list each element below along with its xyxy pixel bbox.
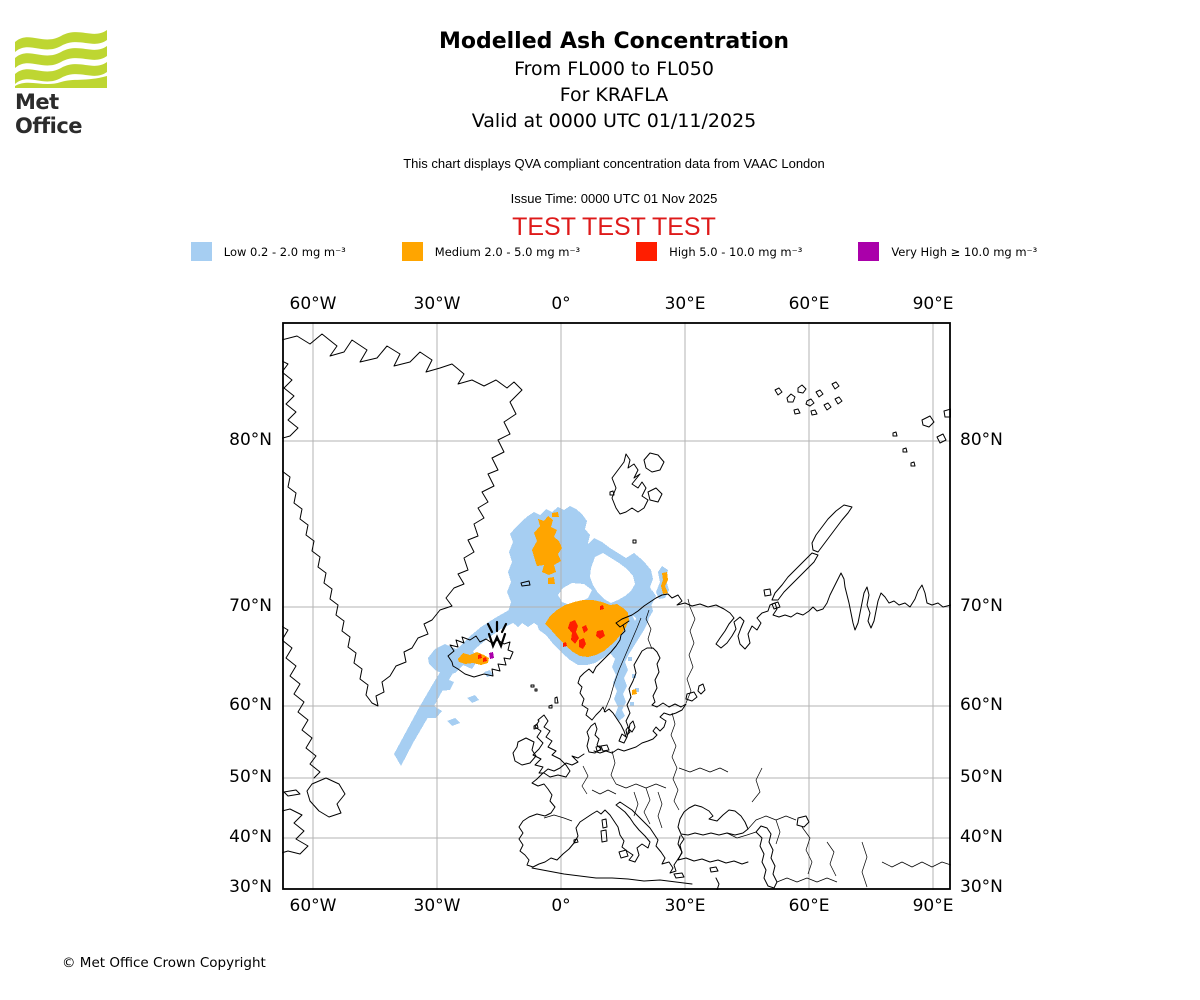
lat-label-left-30n: 30°N xyxy=(229,877,272,897)
lat-label-right-50n: 50°N xyxy=(960,767,1003,787)
qva-note: This chart displays QVA compliant concen… xyxy=(403,156,825,172)
lon-label-bottom-60w: 60°W xyxy=(289,896,337,916)
met-office-logo: Met Office xyxy=(15,26,125,138)
lon-label-top-30w: 30°W xyxy=(413,294,461,314)
low-swatch xyxy=(190,242,212,261)
flight-level-subtitle: From FL000 to FL050 xyxy=(514,57,714,80)
ash-very-high-region xyxy=(489,652,494,659)
page-title: Modelled Ash Concentration xyxy=(438,29,790,54)
lat-label-right-80n: 80°N xyxy=(960,430,1003,450)
lat-label-left-40n: 40°N xyxy=(229,827,272,847)
lat-label-left-70n: 70°N xyxy=(229,596,272,616)
lat-label-left-80n: 80°N xyxy=(229,430,272,450)
map-area: 60°W 30°W 0° 30°E 60°E 90°E 60°W 30°W 0°… xyxy=(229,294,1003,916)
legend-item-low: Low 0.2 - 2.0 mg m⁻³ xyxy=(190,242,346,261)
lat-label-right-40n: 40°N xyxy=(960,827,1003,847)
test-banner: TEST TEST TEST xyxy=(512,213,716,242)
lon-label-top-60e: 60°E xyxy=(788,294,830,314)
volcano-marker-icon xyxy=(486,620,508,650)
copyright-text: © Met Office Crown Copyright xyxy=(62,955,266,971)
legend-item-medium: Medium 2.0 - 5.0 mg m⁻³ xyxy=(401,242,580,261)
map-frame xyxy=(282,322,951,890)
map-canvas xyxy=(282,322,951,890)
met-office-logo-waves-icon xyxy=(15,30,107,88)
ash-high-region xyxy=(478,605,605,662)
lon-label-bottom-30w: 30°W xyxy=(413,896,461,916)
met-office-logo-text: Met Office xyxy=(15,90,83,138)
lon-label-top-90e: 90°E xyxy=(912,294,954,314)
volcano-subtitle: For KRAFLA xyxy=(559,83,669,106)
concentration-legend: Low 0.2 - 2.0 mg m⁻³ Medium 2.0 - 5.0 mg… xyxy=(14,242,1200,261)
lon-label-bottom-90e: 90°E xyxy=(912,896,954,916)
legend-item-high: High 5.0 - 10.0 mg m⁻³ xyxy=(636,242,802,261)
lon-label-bottom-30e: 30°E xyxy=(664,896,706,916)
plume-clear-holes xyxy=(558,553,635,605)
country-borders xyxy=(543,598,951,888)
lon-label-top-60w: 60°W xyxy=(289,294,337,314)
lon-label-top-0: 0° xyxy=(551,294,571,314)
coastlines xyxy=(282,333,951,890)
issue-time: Issue Time: 0000 UTC 01 Nov 2025 xyxy=(510,191,718,207)
lon-label-top-30e: 30°E xyxy=(664,294,706,314)
legend-item-very-high: Very High ≥ 10.0 mg m⁻³ xyxy=(858,242,1037,261)
header: Modelled Ash Concentration From FL000 to… xyxy=(14,28,1200,242)
lat-label-right-60n: 60°N xyxy=(960,695,1003,715)
lon-label-bottom-60e: 60°E xyxy=(788,896,830,916)
lat-label-right-70n: 70°N xyxy=(960,596,1003,616)
medium-swatch xyxy=(401,242,423,261)
valid-time-subtitle: Valid at 0000 UTC 01/11/2025 xyxy=(471,109,757,132)
lat-label-left-50n: 50°N xyxy=(229,767,272,787)
lon-label-bottom-0: 0° xyxy=(551,896,571,916)
high-swatch xyxy=(636,242,658,261)
very-high-swatch xyxy=(858,242,880,261)
lat-label-right-30n: 30°N xyxy=(960,877,1003,897)
lat-label-left-60n: 60°N xyxy=(229,695,272,715)
